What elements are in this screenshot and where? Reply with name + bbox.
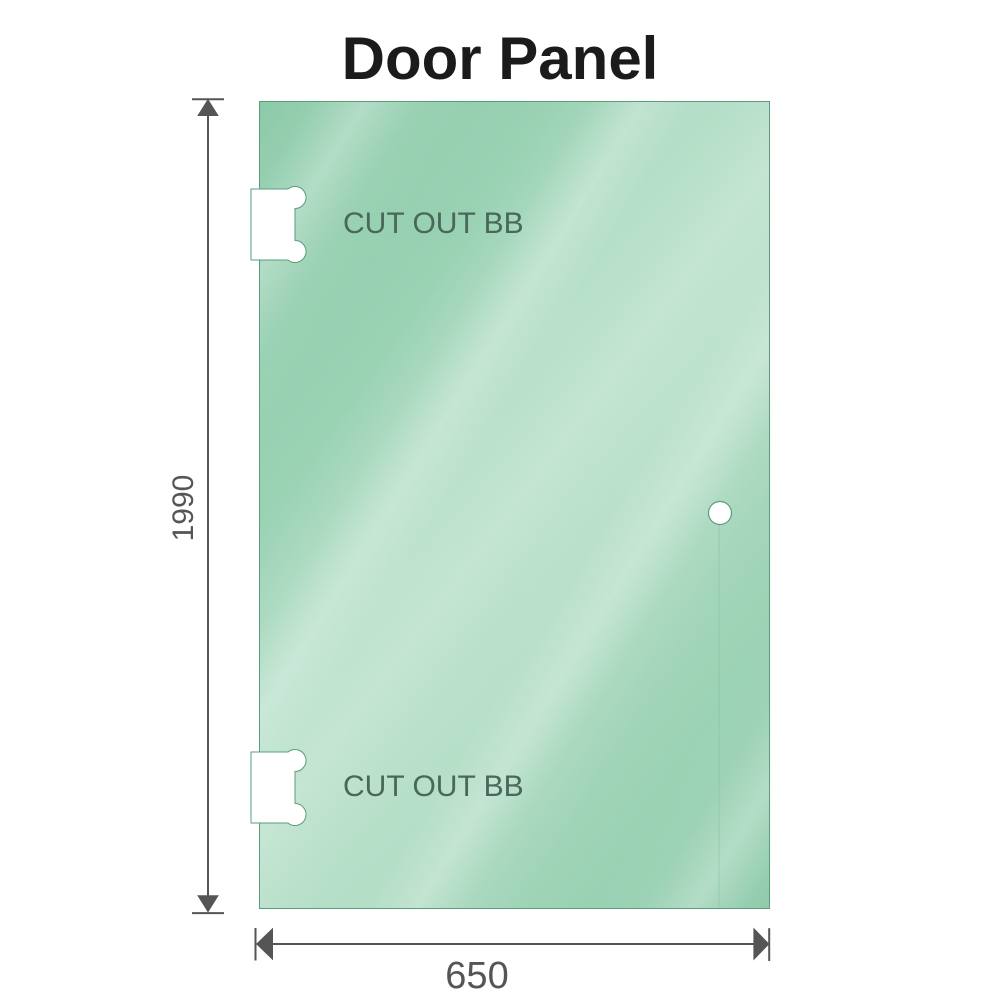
svg-text:650: 650 <box>445 955 508 997</box>
svg-text:1990: 1990 <box>167 475 200 542</box>
